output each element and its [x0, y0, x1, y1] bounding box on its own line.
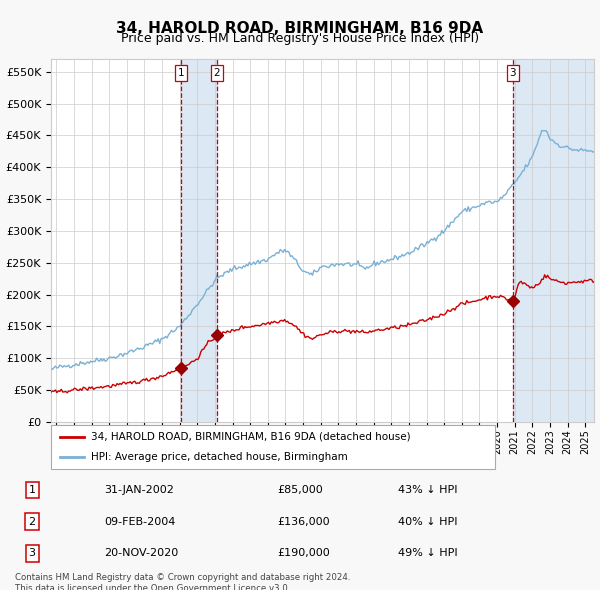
- Text: 34, HAROLD ROAD, BIRMINGHAM, B16 9DA (detached house): 34, HAROLD ROAD, BIRMINGHAM, B16 9DA (de…: [91, 432, 410, 442]
- Text: 1: 1: [29, 485, 35, 494]
- Text: 34, HAROLD ROAD, BIRMINGHAM, B16 9DA: 34, HAROLD ROAD, BIRMINGHAM, B16 9DA: [116, 21, 484, 35]
- FancyBboxPatch shape: [51, 425, 495, 469]
- Text: 31-JAN-2002: 31-JAN-2002: [104, 485, 174, 494]
- Bar: [513, 59, 594, 422]
- Text: Contains HM Land Registry data © Crown copyright and database right 2024.
This d: Contains HM Land Registry data © Crown c…: [15, 573, 350, 590]
- Text: 2: 2: [214, 68, 220, 78]
- Bar: [181, 59, 217, 422]
- Text: 2: 2: [29, 517, 36, 526]
- Text: 43% ↓ HPI: 43% ↓ HPI: [398, 485, 457, 494]
- Text: £85,000: £85,000: [277, 485, 323, 494]
- Text: 3: 3: [509, 68, 516, 78]
- Text: £136,000: £136,000: [277, 517, 329, 526]
- Text: £190,000: £190,000: [277, 549, 330, 558]
- Text: 49% ↓ HPI: 49% ↓ HPI: [398, 549, 458, 558]
- Text: HPI: Average price, detached house, Birmingham: HPI: Average price, detached house, Birm…: [91, 452, 348, 462]
- Text: 09-FEB-2004: 09-FEB-2004: [104, 517, 176, 526]
- Text: 40% ↓ HPI: 40% ↓ HPI: [398, 517, 457, 526]
- Text: Price paid vs. HM Land Registry's House Price Index (HPI): Price paid vs. HM Land Registry's House …: [121, 32, 479, 45]
- Text: 20-NOV-2020: 20-NOV-2020: [104, 549, 178, 558]
- Text: 1: 1: [178, 68, 184, 78]
- Text: 3: 3: [29, 549, 35, 558]
